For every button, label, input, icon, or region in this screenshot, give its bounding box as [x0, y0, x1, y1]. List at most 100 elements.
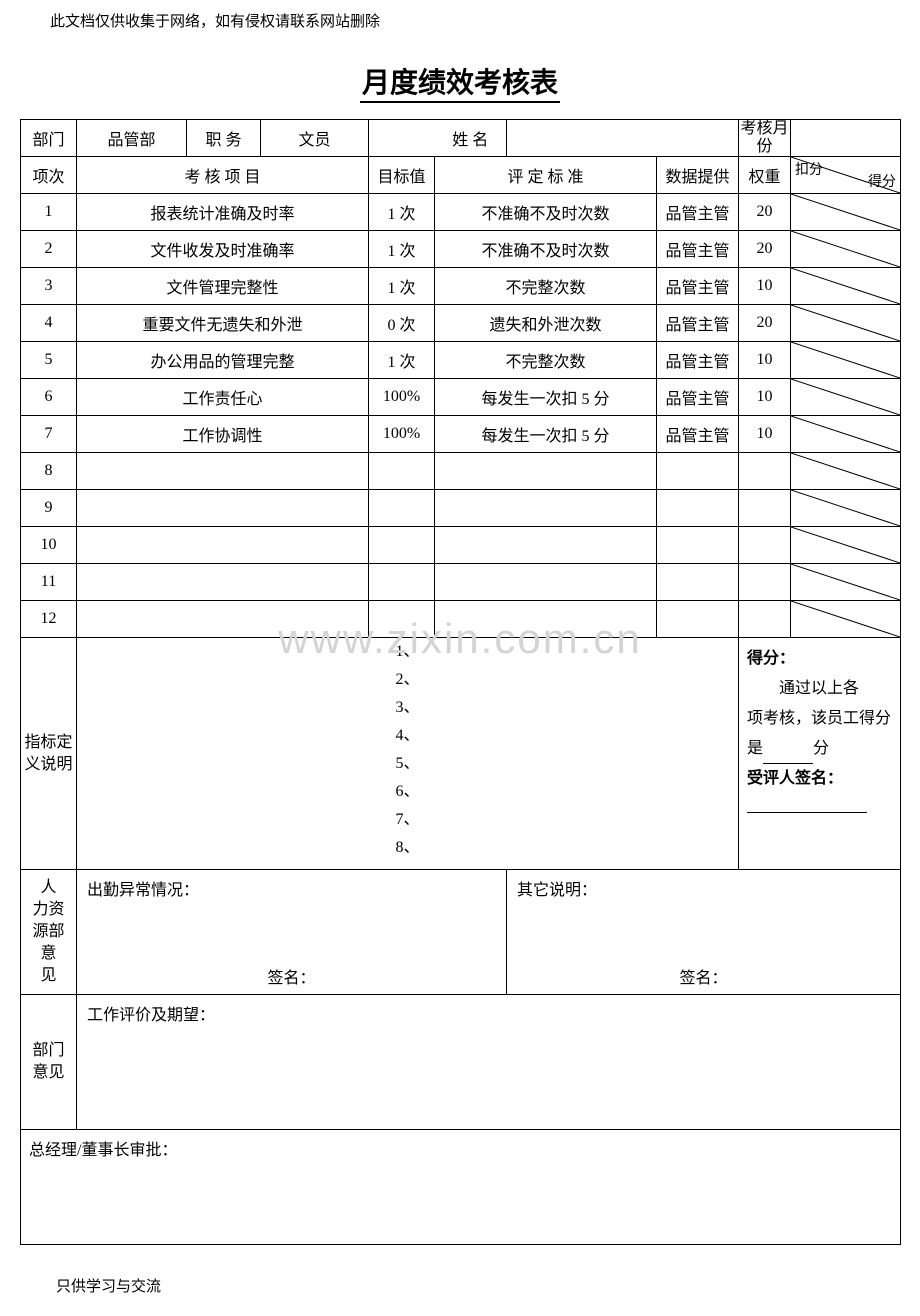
col-standard: 评 定 标 准: [435, 157, 657, 194]
footer-note: 只供学习与交流: [0, 1245, 920, 1316]
item-standard: 不准确不及时次数: [435, 194, 657, 231]
approval-label: 总经理/董事长审批：: [29, 1142, 177, 1159]
item-standard: 不完整次数: [435, 268, 657, 305]
col-target: 目标值: [369, 157, 435, 194]
item-name: [77, 453, 369, 490]
item-name: 重要文件无遗失和外泄: [77, 305, 369, 342]
item-provider: 品管主管: [657, 416, 739, 453]
item-target: [369, 564, 435, 601]
item-name: 文件收发及时准确率: [77, 231, 369, 268]
item-weight: 20: [739, 231, 791, 268]
item-score-diag: [791, 527, 901, 564]
item-standard: 每发生一次扣 5 分: [435, 416, 657, 453]
item-no: 3: [21, 268, 77, 305]
diag-bot-label: 得分: [868, 171, 896, 191]
item-row: 9: [21, 490, 901, 527]
score-blank: [763, 746, 813, 764]
hr-right-sign: 签名：: [679, 964, 727, 988]
item-name: 报表统计准确及时率: [77, 194, 369, 231]
month-value: [791, 120, 901, 157]
item-weight: [739, 490, 791, 527]
item-score-diag: [791, 342, 901, 379]
score-sig-label: 受评人签名：: [747, 770, 843, 787]
approval-row: 总经理/董事长审批：: [21, 1130, 901, 1245]
item-rows: 1报表统计准确及时率1 次不准确不及时次数品管主管202文件收发及时准确率1 次…: [21, 194, 901, 638]
assessment-table: 部门 品管部 职 务 文员 姓 名 考核月份 项次 考 核 项 目 目标值 评 …: [20, 119, 901, 1245]
col-score-diag: 扣分 得分: [791, 157, 901, 194]
item-provider: 品管主管: [657, 194, 739, 231]
item-provider: 品管主管: [657, 268, 739, 305]
score-text3-suffix: 分: [813, 740, 829, 757]
item-name: 工作责任心: [77, 379, 369, 416]
item-no: 6: [21, 379, 77, 416]
item-weight: 10: [739, 379, 791, 416]
item-row: 4重要文件无遗失和外泄0 次遗失和外泄次数品管主管20: [21, 305, 901, 342]
col-provider: 数据提供: [657, 157, 739, 194]
item-row: 5办公用品的管理完整1 次不完整次数品管主管10: [21, 342, 901, 379]
score-text2: 项考核，该员工得分: [747, 710, 891, 727]
item-provider: [657, 490, 739, 527]
item-no: 5: [21, 342, 77, 379]
indicator-list: 1、2、3、4、5、6、7、8、: [77, 638, 739, 870]
item-standard: [435, 527, 657, 564]
score-sig-line: [747, 795, 867, 813]
item-provider: [657, 601, 739, 638]
item-provider: 品管主管: [657, 379, 739, 416]
approval-cell: 总经理/董事长审批：: [21, 1130, 901, 1245]
item-target: 100%: [369, 416, 435, 453]
score-text3-prefix: 是: [747, 740, 763, 757]
item-name: [77, 601, 369, 638]
item-score-diag: [791, 564, 901, 601]
header-row-columns: 项次 考 核 项 目 目标值 评 定 标 准 数据提供 权重 扣分 得分: [21, 157, 901, 194]
item-row: 12: [21, 601, 901, 638]
dept-value: 品管部: [77, 120, 187, 157]
item-target: [369, 601, 435, 638]
hr-right-title: 其它说明：: [517, 882, 597, 899]
hr-left: 出勤异常情况： 签名：: [77, 870, 507, 995]
item-row: 6工作责任心100%每发生一次扣 5 分品管主管10: [21, 379, 901, 416]
item-no: 4: [21, 305, 77, 342]
hr-row: 人 力资源部意 见 出勤异常情况： 签名： 其它说明： 签名：: [21, 870, 901, 995]
score-title: 得分：: [747, 650, 795, 667]
score-cell: 得分： 通过以上各 项考核，该员工得分 是分 受评人签名：: [739, 638, 901, 870]
dept-label: 部门: [21, 120, 77, 157]
item-name: [77, 527, 369, 564]
item-weight: 10: [739, 268, 791, 305]
item-target: 1 次: [369, 342, 435, 379]
item-no: 1: [21, 194, 77, 231]
item-weight: 10: [739, 416, 791, 453]
position-label: 职 务: [187, 120, 261, 157]
item-name: 文件管理完整性: [77, 268, 369, 305]
item-no: 9: [21, 490, 77, 527]
item-target: [369, 490, 435, 527]
item-row: 3文件管理完整性1 次不完整次数品管主管10: [21, 268, 901, 305]
item-score-diag: [791, 601, 901, 638]
item-standard: [435, 601, 657, 638]
item-name: 工作协调性: [77, 416, 369, 453]
item-no: 11: [21, 564, 77, 601]
item-standard: [435, 564, 657, 601]
item-standard: 遗失和外泄次数: [435, 305, 657, 342]
header-row-info: 部门 品管部 职 务 文员 姓 名 考核月份: [21, 120, 901, 157]
item-score-diag: [791, 453, 901, 490]
hr-right: 其它说明： 签名：: [507, 870, 901, 995]
item-row: 7工作协调性100%每发生一次扣 5 分品管主管10: [21, 416, 901, 453]
item-row: 8: [21, 453, 901, 490]
item-standard: [435, 490, 657, 527]
item-no: 2: [21, 231, 77, 268]
item-target: 1 次: [369, 268, 435, 305]
item-weight: [739, 601, 791, 638]
item-standard: [435, 453, 657, 490]
col-no: 项次: [21, 157, 77, 194]
item-weight: [739, 527, 791, 564]
item-name: 办公用品的管理完整: [77, 342, 369, 379]
item-target: 1 次: [369, 194, 435, 231]
name-label: 姓 名: [435, 120, 507, 157]
item-target: 100%: [369, 379, 435, 416]
item-row: 10: [21, 527, 901, 564]
item-score-diag: [791, 194, 901, 231]
item-provider: 品管主管: [657, 305, 739, 342]
item-target: 0 次: [369, 305, 435, 342]
indicator-label: 指标定义说明: [21, 638, 77, 870]
item-score-diag: [791, 379, 901, 416]
